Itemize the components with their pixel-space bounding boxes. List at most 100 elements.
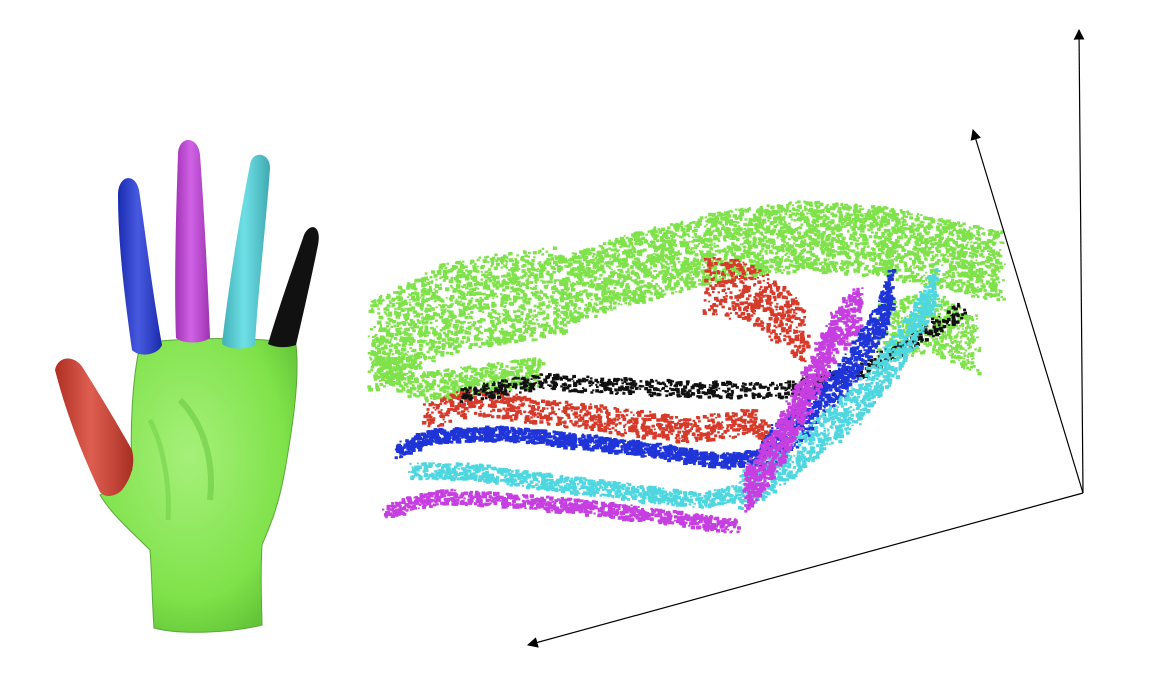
cluster-palm-point	[931, 245, 935, 249]
cluster-palm-point	[438, 350, 441, 354]
cluster-palm-point	[509, 336, 514, 341]
cluster-palm-point	[653, 285, 657, 288]
cluster-palm-point	[821, 261, 824, 264]
cluster-palm-point	[562, 259, 567, 264]
cluster-palm-point	[853, 271, 856, 273]
cluster-palm-point	[713, 269, 716, 272]
cluster-palm-point	[408, 356, 413, 360]
cluster-palm-point	[479, 282, 484, 286]
cluster-palm-point	[983, 234, 986, 236]
cluster-palm-point	[895, 256, 899, 260]
cluster-palm-point	[970, 244, 974, 248]
cluster-palm-point	[748, 222, 754, 227]
cluster-palm-point	[504, 339, 509, 344]
cluster-palm-point	[637, 235, 640, 238]
cluster-palm-point	[474, 263, 477, 266]
cluster-palm-point	[844, 215, 849, 219]
cluster-palm-point	[503, 294, 506, 297]
cluster-palm-point	[403, 353, 407, 356]
cluster-palm-point	[719, 222, 723, 225]
cluster-palm-point	[787, 250, 791, 253]
cluster-palm-point	[773, 256, 777, 260]
cluster-palm-point	[388, 311, 393, 315]
cluster-palm-point	[539, 272, 543, 275]
cluster-palm-point	[726, 228, 731, 232]
cluster-palm-point	[993, 233, 996, 236]
cluster-palm-point	[763, 228, 767, 231]
cluster-palm-point	[659, 229, 663, 232]
cluster-palm-point	[436, 313, 440, 317]
cluster-palm-point	[555, 305, 558, 308]
cluster-palm-point	[667, 282, 670, 285]
cluster-palm-point	[832, 227, 835, 230]
cluster-palm-point	[890, 208, 894, 211]
cluster-palm-point	[491, 275, 496, 279]
cluster-palm-point	[516, 315, 521, 319]
cluster-palm-point	[790, 236, 794, 239]
cluster-palm-point	[647, 260, 650, 263]
cluster-palm-point	[962, 236, 966, 239]
cluster-palm-point	[539, 297, 543, 300]
cluster-palm-point	[935, 234, 940, 238]
cluster-palm-point	[637, 288, 640, 291]
cluster-palm-point	[475, 298, 480, 303]
cluster-palm-point	[943, 226, 949, 231]
cluster-palm-point	[812, 211, 817, 215]
cluster-palm-point	[920, 241, 924, 244]
cluster-palm-point	[588, 307, 591, 310]
cluster-palm-point	[980, 261, 985, 265]
cluster-palm-point	[612, 293, 616, 297]
cluster-palm-point	[417, 340, 421, 344]
cluster-palm-point	[928, 216, 933, 221]
cluster-palm-point	[719, 231, 722, 234]
cluster-palm-point	[809, 263, 815, 267]
cluster-palm-point	[967, 229, 971, 232]
cluster-palm-point	[608, 266, 611, 269]
cluster-palm-point	[814, 228, 818, 231]
cluster-palm-point	[776, 255, 779, 258]
cluster-palm-point	[450, 332, 454, 335]
cluster-palm-point	[838, 240, 842, 244]
cluster-palm-point	[441, 263, 446, 267]
cluster-palm-point	[450, 276, 454, 280]
cluster-palm-point	[713, 234, 718, 239]
cluster-palm-point	[694, 274, 699, 278]
cluster-palm-point	[537, 311, 541, 315]
cluster-palm-point	[775, 271, 778, 274]
cluster-palm-point	[747, 232, 751, 235]
cluster-palm-point	[397, 352, 401, 356]
cluster-palm-point	[708, 282, 711, 285]
cluster-palm-point	[568, 258, 573, 262]
cluster-palm-point	[458, 313, 461, 316]
cluster-palm-point	[767, 238, 770, 240]
cluster-palm-point	[691, 250, 696, 254]
cluster-palm-point	[537, 322, 540, 325]
cluster-palm-point	[410, 354, 413, 357]
cluster-palm-point	[454, 330, 458, 334]
cluster-palm-point	[797, 204, 802, 209]
cluster-palm-point	[721, 216, 726, 221]
cluster-palm-point	[848, 213, 853, 217]
cluster-palm-point	[895, 259, 898, 262]
cluster-palm-point	[373, 335, 376, 337]
cluster-palm-point	[550, 257, 554, 261]
cluster-palm-point	[578, 255, 581, 258]
cluster-palm-point	[546, 313, 550, 317]
cluster-palm-point	[560, 298, 564, 303]
cluster-palm-point	[748, 218, 752, 222]
cluster-palm-point	[757, 257, 762, 262]
cluster-palm-point	[636, 243, 639, 246]
cluster-palm-point	[525, 279, 529, 283]
cluster-palm-point	[894, 264, 899, 268]
cluster-palm-point	[919, 266, 922, 270]
cluster-palm-point	[801, 252, 804, 254]
cluster-palm-point	[626, 295, 632, 299]
cluster-palm-point	[586, 312, 589, 315]
cluster-palm-point	[600, 255, 604, 258]
cluster-palm-point	[840, 266, 844, 270]
cluster-palm-point	[414, 280, 418, 283]
cluster-palm-point	[690, 280, 694, 283]
cluster-palm-point	[736, 221, 740, 224]
cluster-palm-point	[855, 255, 860, 259]
cluster-palm-point	[605, 296, 609, 299]
